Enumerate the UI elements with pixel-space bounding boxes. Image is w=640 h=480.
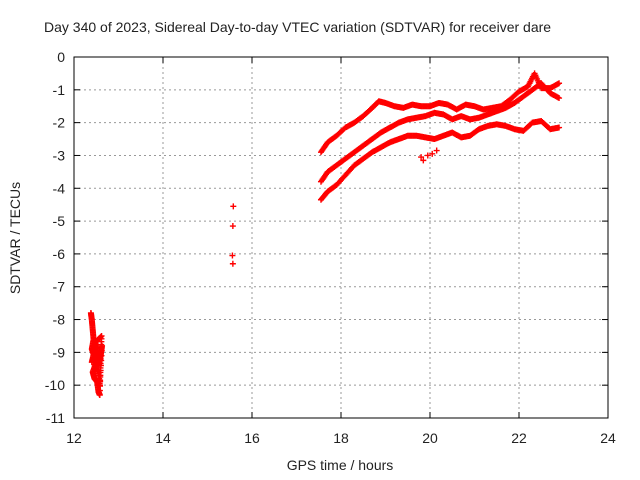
y-tick-label: -8 [53, 312, 66, 328]
data-point [554, 124, 561, 131]
y-tick-label: -4 [53, 180, 66, 196]
data-point [349, 150, 356, 157]
y-tick-label: -5 [53, 213, 66, 229]
y-tick-label: -1 [53, 82, 66, 98]
data-point [349, 164, 356, 171]
y-tick-label: 0 [57, 49, 65, 65]
data-point [544, 124, 551, 131]
x-tick-label: 16 [244, 430, 260, 446]
data-point [366, 106, 373, 113]
chart-title: Day 340 of 2023, Sidereal Day-to-day VTE… [44, 19, 551, 35]
data-point [331, 163, 338, 170]
data-point [229, 252, 236, 259]
y-tick-label: -6 [53, 246, 66, 262]
data-point [322, 171, 329, 178]
x-tick-label: 14 [155, 430, 171, 446]
data-point [358, 114, 365, 121]
x-tick-label: 22 [511, 430, 527, 446]
data-point [527, 88, 534, 95]
y-axis-title: SDTVAR / TECUs [7, 182, 23, 294]
data-point [554, 94, 561, 101]
data-point [513, 90, 520, 97]
data-point [420, 157, 427, 164]
y-tick-label: -11 [46, 410, 65, 426]
data-point [358, 157, 365, 164]
data-point [504, 98, 511, 105]
data-point [229, 223, 236, 230]
y-tick-label: -9 [53, 344, 66, 360]
y-tick-label: -10 [45, 377, 65, 393]
data-point [322, 141, 329, 148]
data-point [554, 80, 561, 87]
series-early-cluster [87, 309, 106, 399]
data-point [366, 137, 373, 144]
data-point [433, 147, 440, 154]
data-point [340, 174, 347, 181]
x-tick-label: 12 [66, 430, 82, 446]
data-point [358, 144, 365, 151]
y-tick-label: -7 [53, 279, 66, 295]
series-isolated-points [229, 203, 237, 267]
data-point [527, 121, 534, 128]
x-tick-label: 20 [422, 430, 438, 446]
data-point [340, 157, 347, 164]
ticks [73, 56, 609, 419]
data-point [518, 95, 525, 102]
tick-labels: 12 14 16 18 20 22 24 0 -1 -2 -3 -4 -5 -6 -7 -8 -9 -10 -11 [45, 49, 616, 446]
data-points [87, 70, 563, 399]
data-point [429, 150, 436, 157]
data-point [89, 357, 96, 364]
data-point [230, 203, 237, 210]
y-tick-label: -3 [53, 147, 66, 163]
grid [74, 57, 608, 418]
data-point [473, 127, 480, 134]
data-point [424, 152, 431, 159]
x-tick-label: 18 [333, 430, 349, 446]
x-axis-title: GPS time / hours [287, 457, 394, 473]
data-point [322, 190, 329, 197]
data-point [340, 126, 347, 133]
series-track-C [317, 117, 563, 203]
data-point [375, 131, 382, 138]
data-point [331, 183, 338, 190]
y-tick-label: -2 [53, 115, 66, 131]
data-point [366, 150, 373, 157]
data-point [229, 260, 236, 267]
series-track-B [317, 80, 563, 185]
data-point [418, 154, 425, 161]
data-point [544, 87, 551, 94]
x-tick-label: 24 [600, 430, 616, 446]
series-dip [418, 147, 440, 164]
data-point [331, 134, 338, 141]
